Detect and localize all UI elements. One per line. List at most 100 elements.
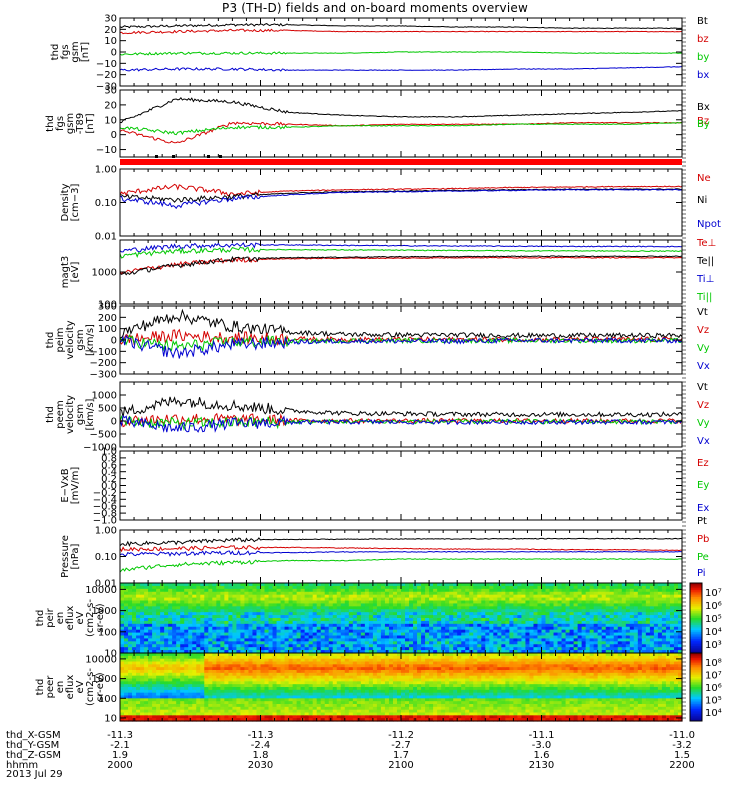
spectrogram-cell [232,626,238,631]
spectrogram-cell [148,715,153,719]
spectrogram-cell [324,629,330,634]
spectrogram-cell [144,641,149,645]
spectrogram-cell [409,629,414,634]
spectrogram-cell [148,612,153,616]
spectrogram-cell [332,635,338,640]
spectrogram-cell [625,629,631,634]
spectrogram-cell [340,638,346,642]
spectrogram-cell [244,655,250,660]
spectrogram-cell [288,638,294,642]
spectrogram-cell [256,597,262,602]
spectrogram-cell [425,650,430,654]
spectrogram-cell [308,626,314,631]
spectrogram-cell [513,629,519,634]
spectrogram-cell [224,650,229,654]
spectrogram-cell [316,670,322,674]
spectrogram-cell [204,635,209,640]
spectrogram-cell [212,647,217,651]
spectrogram-cell [525,632,531,637]
spectrogram-cell [368,689,374,694]
spectrogram-cell [493,603,498,607]
spectrogram-cell [204,600,209,605]
spectrogram-cell [457,585,462,590]
spectrogram-cell [316,635,322,640]
spectrogram-cell [649,638,655,642]
spectrogram-cell [128,670,133,674]
spectrogram-cell [449,629,454,634]
spectrogram-cell [312,664,318,668]
spectrogram-cell [156,675,161,680]
spectrogram-cell [453,600,458,605]
spectrogram-cell [180,588,185,593]
spectrogram-cell [521,600,527,605]
spectrogram-cell [585,644,591,648]
spectrogram-cell [316,650,322,654]
spectrogram-cell [212,583,217,587]
spectrogram-cell [589,612,595,616]
spectrogram-cell [316,709,322,714]
spectrogram-cell [489,618,494,622]
spectrogram-cell [573,606,579,610]
spectrogram-cell [324,695,330,699]
spectrogram-cell [292,667,298,671]
spectrogram-cell [340,585,346,590]
spectrogram-cell [192,609,197,613]
spectrogram-cell [360,709,366,714]
spectrogram-cell [356,641,362,645]
spectrogram-cell [585,603,591,607]
spectrogram-cell [216,644,221,648]
spectrogram-cell [180,626,185,631]
spectrogram-cell [569,597,575,602]
spectrogram-cell [405,620,410,625]
spectrogram-cell [637,609,643,613]
spectrogram-cell [645,626,651,631]
spectrogram-cell [364,692,370,697]
spectrogram-cell [220,618,225,622]
spectrogram-cell [380,658,386,663]
spectrogram-cell [553,644,559,648]
spectrogram-cell [597,620,603,625]
spectrogram-cell [457,606,462,610]
spectrogram-cell [236,629,242,634]
spectrogram-cell [336,695,342,699]
spectrogram-cell [320,618,326,622]
spectrogram-cell [288,618,294,622]
spectrogram-cell [176,704,181,708]
spectrogram-cell [276,647,282,651]
spectrogram-cell [445,583,450,587]
spectrogram-cell [204,704,209,708]
spectrogram-cell [328,623,334,628]
spectrogram-cell [168,687,173,691]
spectrogram-cell [188,620,193,625]
spectrogram-cell [637,635,643,640]
spectrogram-cell [272,684,278,688]
spectrogram-cell [216,629,221,634]
spectrogram-cell [180,583,185,587]
spectrogram-cell [124,678,129,682]
spectrogram-cell [312,635,318,640]
spectrogram-cell [148,603,153,607]
spectrogram-cell [324,678,330,682]
spectrogram-cell [216,664,221,668]
spectrogram-cell [160,698,165,702]
spectrogram-cell [621,626,627,631]
spectrogram-cell [485,638,490,642]
spectrogram-cell [372,594,378,599]
spectrogram-cell [457,638,462,642]
spectrogram-cell [669,603,675,607]
spectrogram-cell [372,687,378,691]
spectrogram-cell [336,594,342,599]
spectrogram-cell [517,644,523,648]
spectrogram-cell [433,650,438,654]
spectrogram-cell [469,597,474,602]
spectrogram-cell [152,681,157,685]
spectrogram-cell [224,661,229,665]
spectrogram-cell [228,585,233,590]
spectrogram-cell [160,655,165,660]
spectrogram-cell [417,585,422,590]
spectrogram-cell [340,600,346,605]
spectrogram-cell [296,588,302,593]
spectrogram-cell [521,585,527,590]
spectrogram-cell [216,600,221,605]
spectrogram-cell [316,681,322,685]
